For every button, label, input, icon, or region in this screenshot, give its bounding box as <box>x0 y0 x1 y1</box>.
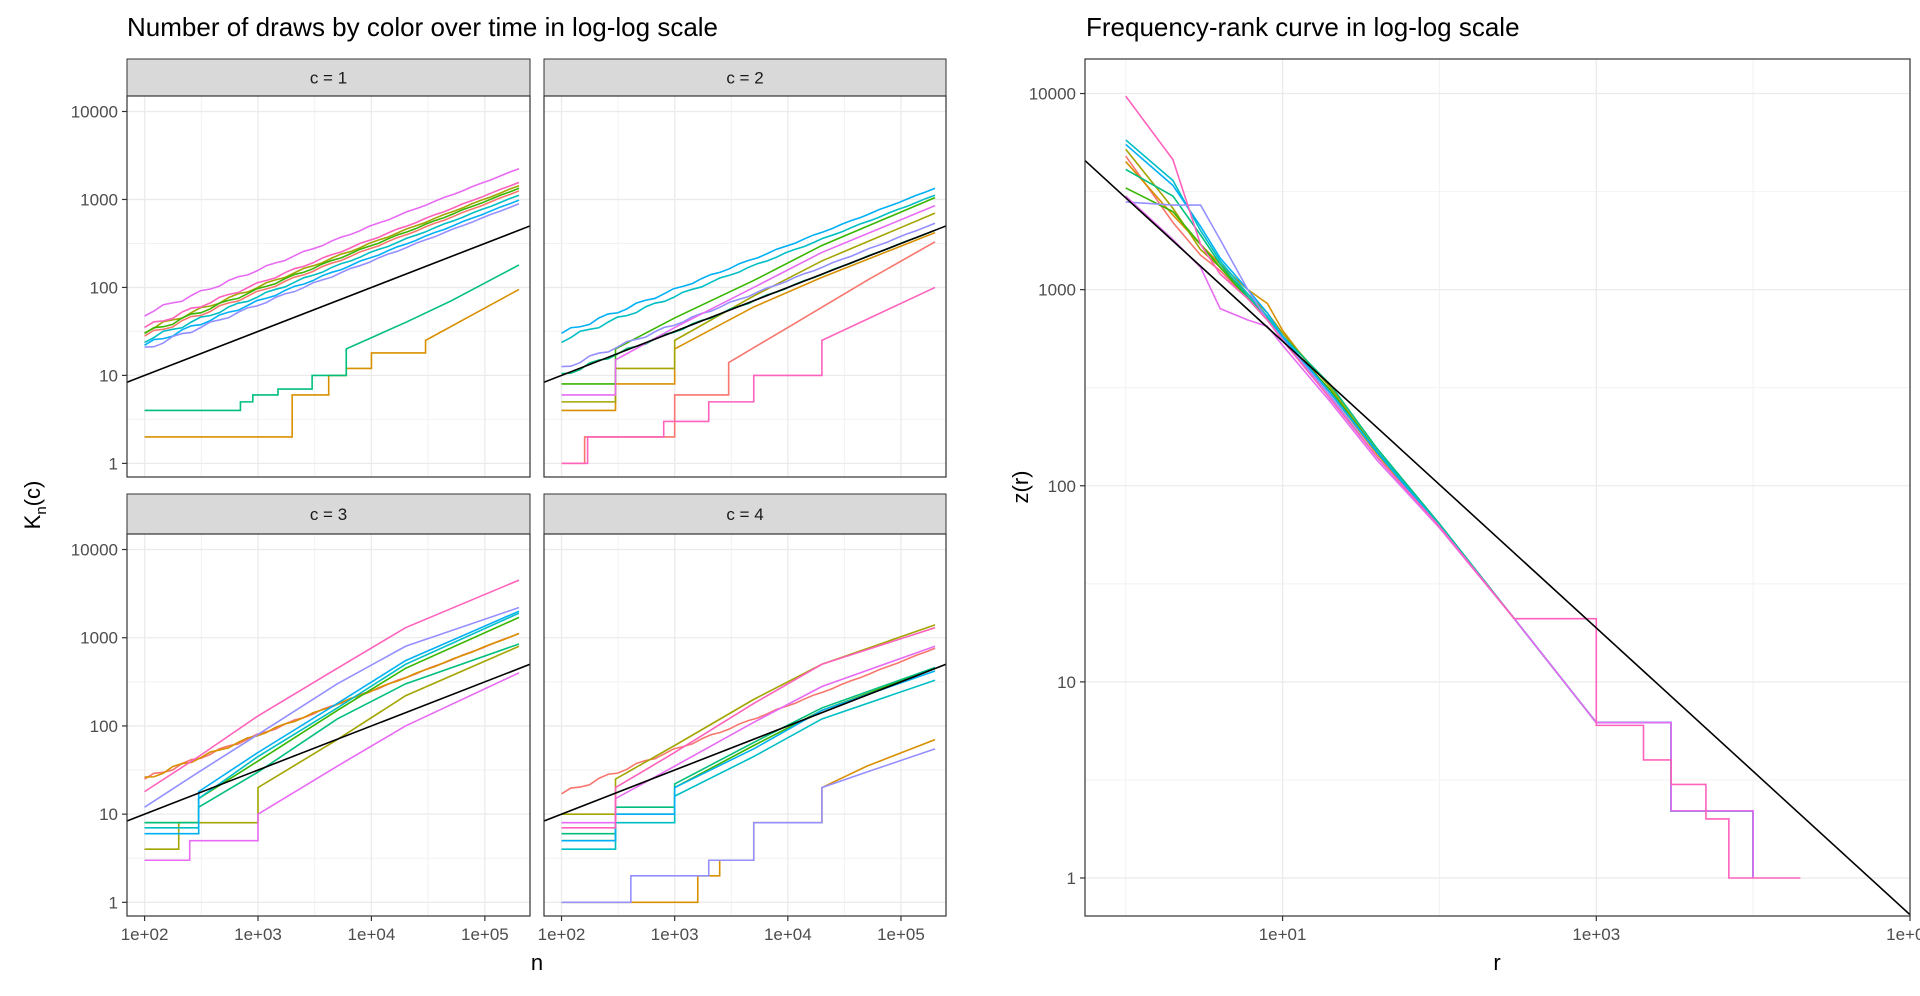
series-line-run-1 <box>561 647 936 795</box>
x-tick-label: 1e+05 <box>877 925 925 944</box>
panel-border <box>126 95 531 478</box>
series-line-run-7 <box>144 610 520 835</box>
series-line-run-8 <box>561 748 936 904</box>
y-title-tail: (c) <box>20 481 45 507</box>
series-group <box>127 579 530 862</box>
panel-background <box>1085 59 1910 916</box>
series-line-run-6 <box>561 194 936 344</box>
series-line-run-10 <box>561 286 936 465</box>
y-tick-label: 10000 <box>71 541 118 560</box>
series-line-run-3 <box>144 185 520 334</box>
series-group <box>1085 95 1910 916</box>
panel-background <box>544 96 946 477</box>
facet-panel-4: c = 4 1e+02 1e+03 1e+04 1e+05 <box>538 493 947 944</box>
y-tick-label: 10000 <box>1029 85 1076 104</box>
x-tick-label: 1e+02 <box>121 925 169 944</box>
facet-strip <box>126 58 531 97</box>
left-y-axis-title: Kn(c) <box>20 481 50 530</box>
x-tick-label: 1e+03 <box>1572 925 1620 944</box>
panel-border <box>543 95 947 478</box>
facet-strip-label: c = 4 <box>726 505 763 524</box>
x-tick-label: 1e+02 <box>538 925 586 944</box>
series-line-run-10 <box>144 181 520 329</box>
y-title-main: K <box>20 514 45 529</box>
y-tick-label: 1000 <box>80 629 118 648</box>
x-tick-label: 1e+05 <box>461 925 509 944</box>
y-tick-label: 10 <box>99 366 118 385</box>
facet-panel-3: c = 3 1 10 100 1000 10000 1e+02 1e+03 1e+04 1e+05 <box>71 493 531 944</box>
right-y-axis-title: z(r) <box>1008 471 1033 504</box>
y-tick-label: 1 <box>1067 869 1076 888</box>
facet-strip <box>126 493 531 535</box>
right-x-axis-title: r <box>1493 950 1500 975</box>
series-line-run-9 <box>144 167 520 317</box>
facet-panel-2: c = 2 <box>543 58 947 478</box>
reference-line <box>544 225 946 383</box>
reference-line <box>127 663 530 822</box>
y-tick-label: 100 <box>1048 477 1076 496</box>
panel-background <box>544 534 946 916</box>
series-line-run-7 <box>561 187 936 335</box>
facet-strip-label: c = 3 <box>310 505 347 524</box>
right-chart-title: Frequency-rank curve in log-log scale <box>1086 12 1520 42</box>
y-title-subscript: n <box>33 506 50 514</box>
series-line-run-4 <box>144 187 520 335</box>
series-line-run-3 <box>144 645 520 851</box>
panel-border <box>1084 58 1911 917</box>
reference-line <box>127 225 530 383</box>
reference-line <box>1085 160 1910 916</box>
left-chart-title: Number of draws by color over time in lo… <box>127 12 718 42</box>
series-line-run-10 <box>561 626 936 829</box>
y-tick-label: 10 <box>1057 673 1076 692</box>
y-tick-label: 1 <box>109 454 118 473</box>
panel-background <box>127 96 530 477</box>
y-tick-label: 100 <box>90 717 118 736</box>
y-tick-label: 1 <box>109 893 118 912</box>
series-line-run-8 <box>144 606 520 808</box>
y-tick-label: 100 <box>90 278 118 297</box>
facet-strip-label: c = 2 <box>726 69 763 88</box>
y-tick-label: 1000 <box>80 190 118 209</box>
series-group <box>127 167 530 438</box>
frequency-rank-panel: 1 10 100 1000 10000 1e+01 1e+03 1e+05 <box>1029 58 1920 944</box>
series-group <box>544 187 946 465</box>
series-line-run-6 <box>144 194 520 344</box>
series-line-run-9 <box>561 204 936 396</box>
facet-strip <box>543 493 947 535</box>
series-line-run-5 <box>144 264 520 412</box>
x-tick-label: 1e+01 <box>1259 925 1307 944</box>
left-x-axis-title: n <box>531 950 543 975</box>
x-tick-label: 1e+05 <box>1886 925 1920 944</box>
series-line-run-1 <box>144 190 520 337</box>
series-line-run-7 <box>144 199 520 346</box>
y-tick-label: 1000 <box>1038 281 1076 300</box>
series-line-run-3 <box>561 212 936 403</box>
x-tick-label: 1e+03 <box>234 925 282 944</box>
reference-line <box>544 663 946 822</box>
y-tick-label: 10 <box>99 805 118 824</box>
series-line-run-8 <box>144 202 520 348</box>
series-line-run-9 <box>144 672 520 862</box>
facet-panel-1: c = 1 1 10 100 1000 10000 <box>71 58 531 478</box>
x-tick-label: 1e+04 <box>764 925 812 944</box>
series-line-run-10 <box>144 579 520 793</box>
panel-border <box>126 533 531 917</box>
x-tick-label: 1e+04 <box>348 925 396 944</box>
y-tick-label: 10000 <box>71 102 118 121</box>
series-line-run-10 <box>1125 95 1801 879</box>
facet-strip-label: c = 1 <box>310 69 347 88</box>
panel-border <box>543 533 947 917</box>
series-group <box>544 624 946 904</box>
series-line-run-8 <box>561 222 936 368</box>
x-tick-label: 1e+03 <box>651 925 699 944</box>
